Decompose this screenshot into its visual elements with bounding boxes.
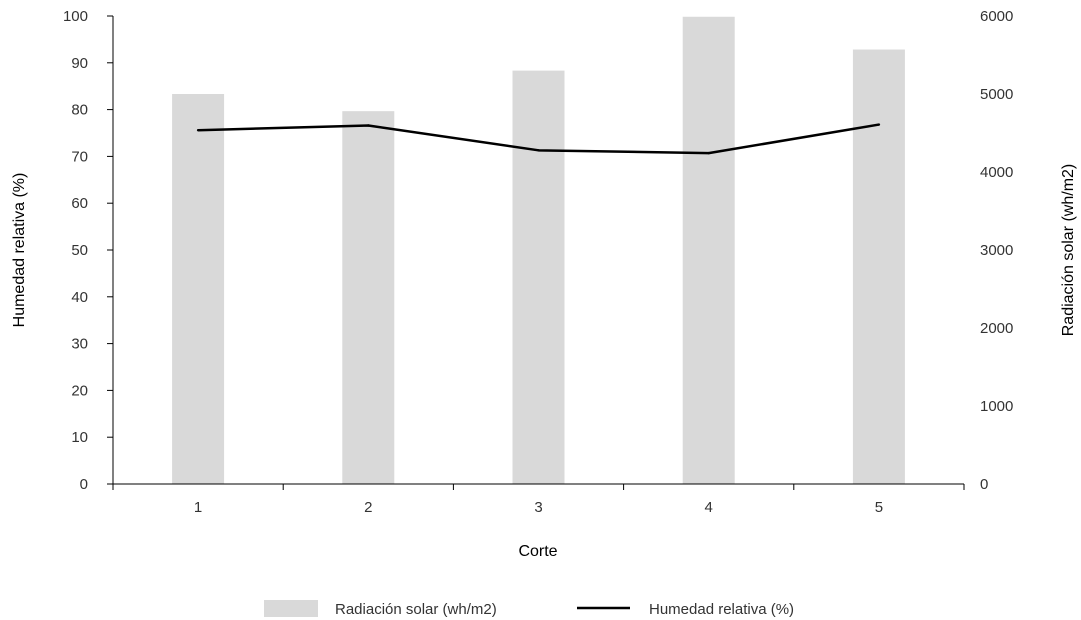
line-point-3 [537, 149, 540, 152]
legend: Radiación solar (wh/m2) Humedad relativa… [264, 600, 794, 618]
bar-5 [852, 49, 905, 484]
right-y-axis-title: Radiación solar (wh/m2) [1060, 164, 1077, 337]
line-point-4 [707, 151, 710, 155]
x-axis-ticks: 1 2 3 4 5 [112, 484, 965, 516]
right-tick-label: 2000 [980, 320, 1013, 337]
bar-series-radiacion [172, 16, 905, 485]
x-axis-title: Corte [518, 543, 557, 560]
left-tick-label: 80 [71, 102, 88, 119]
left-tick-label: 20 [71, 382, 88, 399]
right-tick-label: 5000 [980, 86, 1013, 103]
left-y-axis-title: Humedad relativa (%) [11, 173, 28, 328]
x-tick-label: 3 [534, 499, 542, 516]
right-tick-label: 0 [980, 476, 988, 493]
right-tick-label: 3000 [980, 242, 1013, 259]
left-tick-label: 0 [80, 476, 88, 493]
line-point-1 [196, 128, 200, 132]
x-tick-label: 2 [364, 499, 372, 516]
left-tick-label: 30 [71, 336, 88, 353]
x-tick-label: 4 [705, 499, 713, 516]
legend-label-humedad: Humedad relativa (%) [649, 601, 794, 618]
left-tick-label: 100 [63, 8, 88, 25]
x-tick-label: 5 [875, 499, 883, 516]
left-tick-label: 70 [71, 148, 88, 165]
bar-1 [172, 94, 225, 484]
right-tick-label: 6000 [980, 8, 1013, 25]
legend-label-radiacion: Radiación solar (wh/m2) [335, 601, 497, 618]
left-y-axis-ticks: 0 10 20 30 40 50 60 70 80 90 100 [63, 8, 113, 493]
bar-4 [682, 16, 735, 485]
bar-2 [342, 111, 395, 484]
left-tick-label: 90 [71, 55, 88, 72]
line-point-5 [877, 123, 881, 126]
right-y-axis-ticks: 0 1000 2000 3000 4000 5000 6000 [980, 8, 1013, 493]
line-point-2 [367, 124, 370, 127]
left-tick-label: 10 [71, 429, 88, 446]
left-tick-label: 60 [71, 195, 88, 212]
line-series-humedad [196, 123, 881, 155]
left-tick-label: 40 [71, 289, 88, 306]
x-tick-label: 1 [194, 499, 202, 516]
right-tick-label: 1000 [980, 398, 1013, 415]
right-tick-label: 4000 [980, 164, 1013, 181]
bar-3 [512, 70, 565, 484]
left-tick-label: 50 [71, 242, 88, 259]
legend-swatch-radiacion [264, 600, 318, 617]
